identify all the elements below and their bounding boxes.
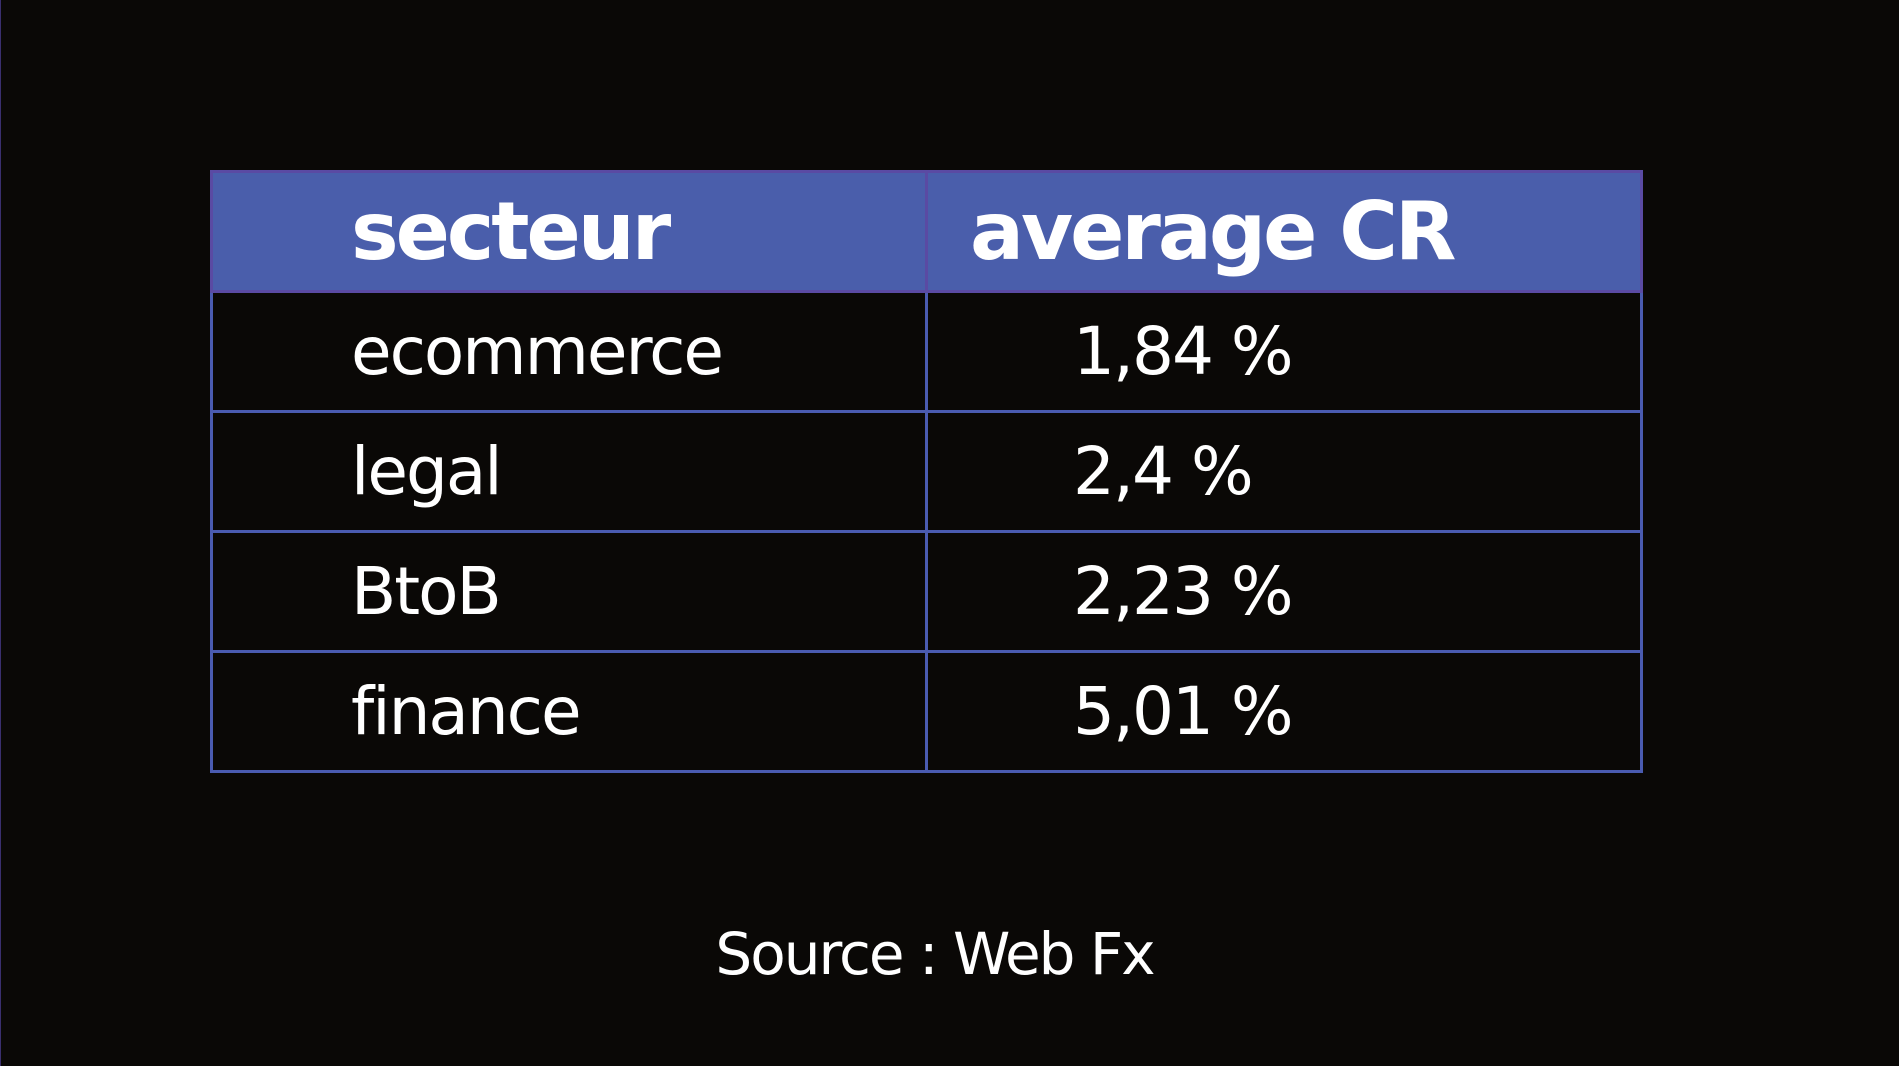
sector-cell: ecommerce bbox=[210, 290, 928, 413]
table-row: legal 2,4 % bbox=[210, 410, 1643, 533]
rate-cell: 2,23 % bbox=[925, 530, 1643, 653]
rate-cell: 5,01 % bbox=[925, 650, 1643, 773]
rate-cell: 2,4 % bbox=[925, 410, 1643, 533]
sector-cell: legal bbox=[210, 410, 928, 533]
table-header-row: secteur average CR bbox=[210, 170, 1643, 293]
sector-cell: BtoB bbox=[210, 530, 928, 653]
source-caption: Source : Web Fx bbox=[715, 920, 1155, 988]
conversion-rate-table: secteur average CR ecommerce 1,84 % lega… bbox=[210, 170, 1643, 773]
table-row: ecommerce 1,84 % bbox=[210, 290, 1643, 413]
sector-cell: finance bbox=[210, 650, 928, 773]
table-row: BtoB 2,23 % bbox=[210, 530, 1643, 653]
column-header-secteur: secteur bbox=[210, 170, 928, 293]
table-row: finance 5,01 % bbox=[210, 650, 1643, 773]
left-edge-line bbox=[0, 0, 1, 1066]
column-header-average-cr: average CR bbox=[925, 170, 1643, 293]
rate-cell: 1,84 % bbox=[925, 290, 1643, 413]
